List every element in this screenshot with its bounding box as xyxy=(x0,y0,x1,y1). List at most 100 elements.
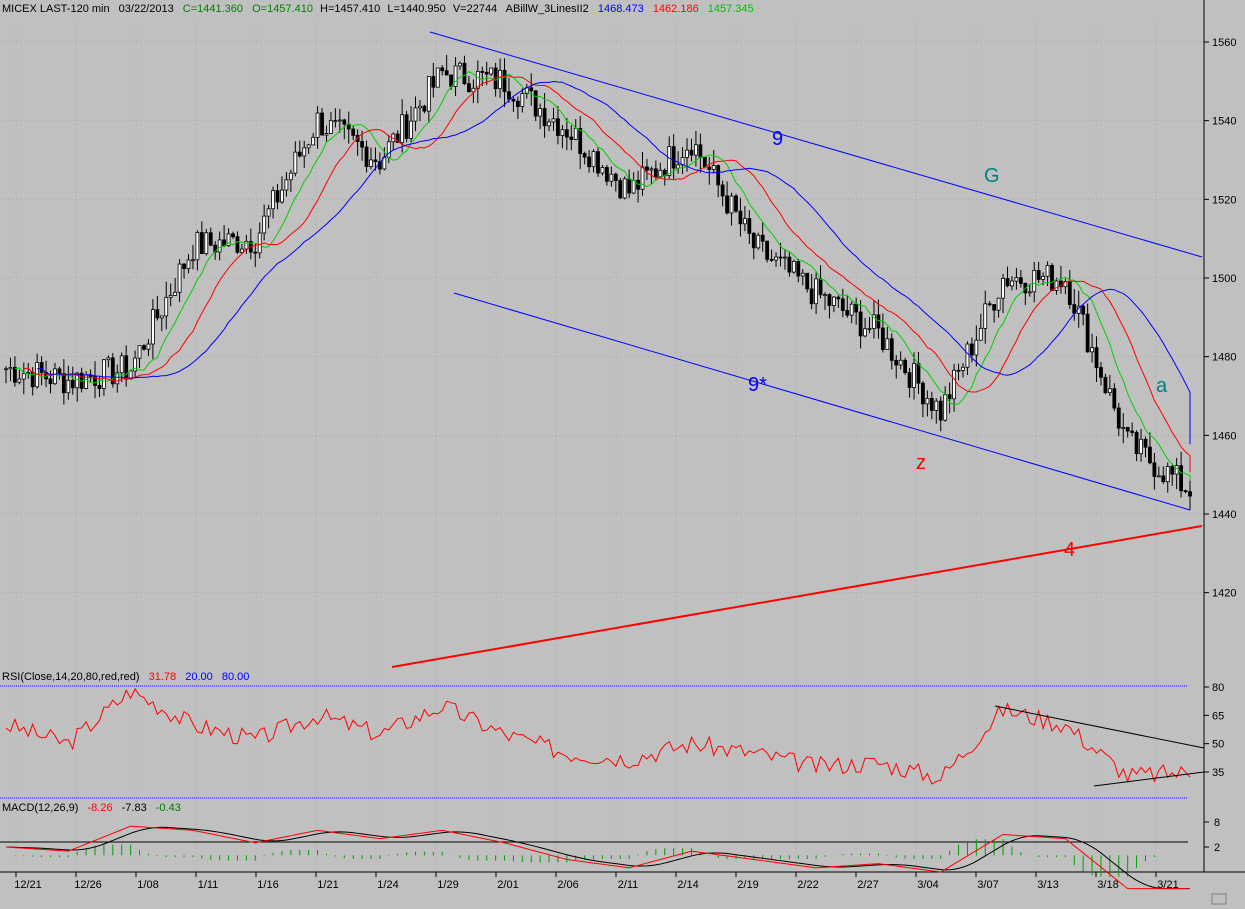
trendlines xyxy=(391,31,1205,787)
candle-body xyxy=(266,208,271,217)
candle-body xyxy=(569,136,574,140)
candle-body xyxy=(987,303,992,306)
candle-body xyxy=(1179,465,1183,492)
candle-body xyxy=(520,93,525,107)
candle-body xyxy=(1085,313,1090,353)
candle-body xyxy=(1156,475,1161,478)
candle-body xyxy=(475,71,480,89)
rsi-tick-label: 50 xyxy=(1212,739,1224,751)
rsi-lower-trendline xyxy=(1093,771,1205,787)
macd-signal-value: -7.83 xyxy=(122,802,147,814)
wave-label-9-star: 9* xyxy=(748,374,767,396)
candle-body xyxy=(48,378,53,385)
candle-body xyxy=(827,294,832,306)
macd-tick-label: 8 xyxy=(1214,817,1220,829)
candle-body xyxy=(849,303,854,316)
candle-body xyxy=(582,153,587,158)
rsi-line xyxy=(5,687,1191,785)
candle-body xyxy=(600,167,605,174)
candle-body xyxy=(609,173,614,182)
candle-body xyxy=(511,98,516,102)
date-tick-label: 12/26 xyxy=(74,879,102,891)
candle-body xyxy=(809,288,814,305)
green-line-value: 1457.345 xyxy=(708,3,754,15)
moving-average-lines xyxy=(14,70,1191,481)
candle-body xyxy=(137,345,142,359)
ma-green-line xyxy=(14,70,1191,481)
candle-body xyxy=(1090,347,1094,353)
candle-body xyxy=(1018,277,1023,284)
candle-body xyxy=(515,100,520,107)
candle-body xyxy=(1112,388,1117,409)
candle-body xyxy=(177,263,182,293)
candle-body xyxy=(306,144,311,149)
date-tick-label: 1/11 xyxy=(198,879,219,891)
candle-body xyxy=(1103,376,1108,394)
candle-body xyxy=(182,263,186,270)
candle-body xyxy=(467,83,471,93)
candle-body xyxy=(774,256,778,261)
candlesticks xyxy=(4,55,1192,510)
candle-body xyxy=(360,141,364,148)
candle-body xyxy=(925,397,930,405)
candle-body xyxy=(395,133,400,144)
date-tick-label: 1/21 xyxy=(317,879,338,891)
candle-body xyxy=(159,315,164,319)
volume-label: V=22744 xyxy=(453,3,497,15)
date-tick-label: 2/19 xyxy=(737,879,758,891)
candle-body xyxy=(876,314,881,329)
candle-body xyxy=(547,121,551,127)
indicator-name-label: ABillW_3LinesII2 xyxy=(506,3,589,15)
red-line-value: 1462.186 xyxy=(653,3,699,15)
rsi-axis: 35 50 65 80 xyxy=(1204,682,1224,779)
candle-body xyxy=(204,232,209,255)
candle-body xyxy=(61,373,66,394)
candle-body xyxy=(106,357,111,361)
low-label: L=1440.950 xyxy=(387,3,445,15)
candle-body xyxy=(596,151,600,174)
candle-body xyxy=(983,303,988,329)
candle-body xyxy=(996,297,1001,311)
candle-body xyxy=(872,314,876,329)
rsi-tick-label: 35 xyxy=(1212,767,1224,779)
candle-body xyxy=(556,118,560,136)
candle-body xyxy=(756,234,761,249)
scroll-widget[interactable] xyxy=(1211,893,1227,905)
candle-body xyxy=(293,151,298,174)
candle-body xyxy=(1125,426,1130,432)
candle-body xyxy=(907,372,912,388)
candle-body xyxy=(146,343,151,350)
candle-body xyxy=(653,168,658,178)
candle-body xyxy=(783,256,787,259)
candle-body xyxy=(702,157,707,168)
date-tick-label: 2/14 xyxy=(677,879,698,891)
candle-body xyxy=(226,233,231,247)
candle-body xyxy=(1170,466,1175,475)
candle-body xyxy=(711,165,716,170)
candle-body xyxy=(1041,275,1046,280)
rsi-tick-label: 80 xyxy=(1212,682,1224,694)
candle-body xyxy=(640,166,645,190)
candle-body xyxy=(1067,281,1072,305)
candle-body xyxy=(694,144,698,156)
candle-body xyxy=(742,218,747,225)
macd-axis: 28 xyxy=(1204,817,1220,854)
candle-body xyxy=(110,357,115,385)
candle-body xyxy=(791,261,796,273)
date-label: 03/22/2013 xyxy=(119,3,174,15)
price-tick-label: 1420 xyxy=(1212,588,1236,600)
candle-body xyxy=(1001,278,1005,299)
candle-body xyxy=(689,149,694,156)
candle-body xyxy=(257,232,262,254)
candle-body xyxy=(832,296,836,306)
candle-body xyxy=(115,372,120,385)
candle-body xyxy=(627,178,632,194)
candle-body xyxy=(912,363,916,388)
date-tick-label: 1/16 xyxy=(257,879,278,891)
candle-body xyxy=(498,69,502,90)
candle-body xyxy=(262,215,267,234)
candle-body xyxy=(894,359,899,366)
candle-body xyxy=(587,156,591,168)
open-label: O=1457.410 xyxy=(252,3,313,15)
candle-body xyxy=(867,328,872,330)
